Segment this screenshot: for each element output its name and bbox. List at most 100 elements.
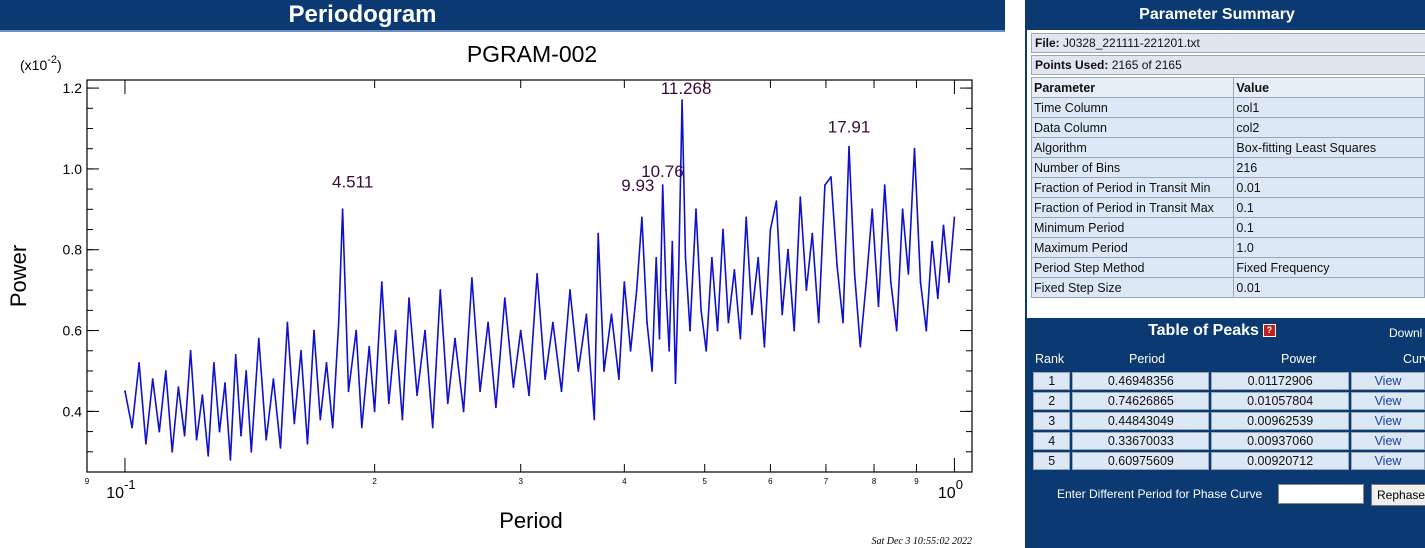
rephase-period-input[interactable]: [1278, 484, 1364, 504]
x-minor-tick-label: 6: [768, 477, 773, 486]
data-point: [224, 382, 226, 384]
parameter-value: 216: [1233, 157, 1425, 178]
peak-period: 0.60975609: [1072, 452, 1210, 470]
parameter-summary-title: Parameter Summary: [1139, 6, 1295, 23]
parameter-summary-panel: Parameter Summary File: J0328_221111-221…: [1025, 0, 1425, 548]
parameter-name: Minimum Period: [1030, 217, 1235, 238]
view-curve-link[interactable]: View: [1351, 412, 1425, 430]
y-multiplier-label: (x10-2): [20, 54, 62, 73]
data-point: [919, 281, 922, 283]
parameter-row: Minimum Period 0.1: [1030, 217, 1425, 238]
data-point: [439, 289, 442, 291]
data-point: [895, 329, 898, 332]
data-point: [811, 232, 814, 235]
data-point: [229, 459, 232, 461]
file-info: File: J0328_221111-221201.txt: [1031, 33, 1425, 53]
data-point: [201, 394, 204, 397]
data-point: [757, 256, 760, 259]
data-point: [512, 386, 515, 388]
data-point: [560, 390, 563, 393]
peak-power: 0.00937060: [1211, 432, 1350, 450]
power-header: Power: [1281, 352, 1317, 366]
data-point: [641, 216, 643, 219]
parameter-name: Maximum Period: [1030, 237, 1235, 258]
peak-annotation: 4.511: [332, 172, 373, 191]
data-point: [293, 422, 296, 425]
x-minor-tick-label: 9: [85, 477, 90, 486]
data-point: [651, 370, 653, 372]
data-point: [528, 394, 530, 397]
download-link[interactable]: Downl: [1389, 326, 1423, 340]
data-point: [733, 269, 736, 271]
parameter-value: Fixed Frequency: [1233, 257, 1425, 278]
data-point: [787, 248, 789, 251]
data-point: [824, 184, 826, 187]
data-point: [138, 362, 141, 364]
data-point: [446, 402, 449, 405]
data-point: [325, 362, 328, 364]
data-point: [842, 321, 844, 324]
data-point: [658, 337, 661, 340]
data-point: [681, 99, 683, 102]
data-point: [245, 370, 248, 372]
view-curve-link[interactable]: View: [1351, 392, 1425, 410]
data-point: [424, 329, 426, 332]
table-of-peaks-panel: Table of Peaks? Downl Rank Period Power …: [1027, 318, 1425, 548]
parameter-value: col2: [1233, 117, 1425, 138]
data-point: [727, 321, 730, 324]
file-value: J0328_221111-221201.txt: [1063, 36, 1200, 50]
chart-title: PGRAM-002: [467, 41, 597, 67]
periodogram-panel: Periodogram PGRAM-002 Power Period (x10-…: [0, 0, 1005, 548]
data-point: [487, 321, 489, 324]
data-point: [936, 297, 939, 300]
data-point: [629, 349, 632, 352]
data-point: [331, 426, 334, 429]
peak-period: 0.33670033: [1072, 432, 1210, 450]
peak-row: 2 0.74626865 0.01057804 View: [1033, 392, 1425, 410]
parameter-value: 0.01: [1233, 277, 1425, 298]
view-curve-link[interactable]: View: [1351, 372, 1425, 390]
parameter-table: Parameter Value Time Column col1 Data Column…: [1030, 77, 1425, 298]
parameter-name: Period Step Method: [1030, 257, 1235, 278]
data-point: [871, 208, 874, 211]
data-point: [250, 450, 253, 453]
peak-period: 0.44843049: [1072, 412, 1210, 430]
peak-rank: 2: [1033, 392, 1071, 410]
parameter-value: col1: [1233, 97, 1425, 118]
rephase-button[interactable]: Rephase: [1371, 484, 1425, 506]
view-curve-link[interactable]: View: [1351, 432, 1425, 450]
data-point: [454, 337, 456, 340]
x-major-tick-label: 10-1: [106, 477, 135, 502]
data-point: [674, 382, 677, 384]
parameter-row: Algorithm Box-fitting Least Squares: [1030, 137, 1425, 158]
file-label: File:: [1035, 36, 1060, 50]
data-point: [700, 309, 702, 312]
data-point: [585, 313, 588, 316]
data-point: [677, 273, 680, 275]
data-point: [368, 345, 371, 348]
data-point: [158, 430, 161, 433]
data-point: [901, 208, 904, 211]
data-point: [853, 273, 856, 275]
parameter-row: Maximum Period 1.0: [1030, 237, 1425, 258]
data-point: [355, 329, 358, 332]
parameter-value: Box-fitting Least Squares: [1233, 137, 1425, 158]
data-point: [213, 362, 215, 364]
peak-row: 1 0.46948356 0.01172906 View: [1033, 372, 1425, 390]
points-label: Points Used:: [1035, 58, 1109, 72]
data-point: [836, 265, 838, 267]
help-icon[interactable]: ?: [1262, 324, 1276, 338]
x-minor-tick-label: 2: [372, 477, 377, 486]
x-minor-tick-label: 8: [872, 477, 877, 486]
data-point: [151, 378, 154, 380]
data-point: [781, 313, 784, 316]
data-point: [177, 386, 180, 388]
data-point: [380, 281, 383, 283]
parameter-summary-header: Parameter Summary: [1027, 0, 1425, 30]
data-point: [907, 273, 910, 275]
data-point: [387, 402, 390, 405]
data-point: [189, 349, 192, 352]
view-curve-link[interactable]: View: [1351, 452, 1425, 470]
rephase-label: Enter Different Period for Phase Curve: [1057, 487, 1263, 501]
